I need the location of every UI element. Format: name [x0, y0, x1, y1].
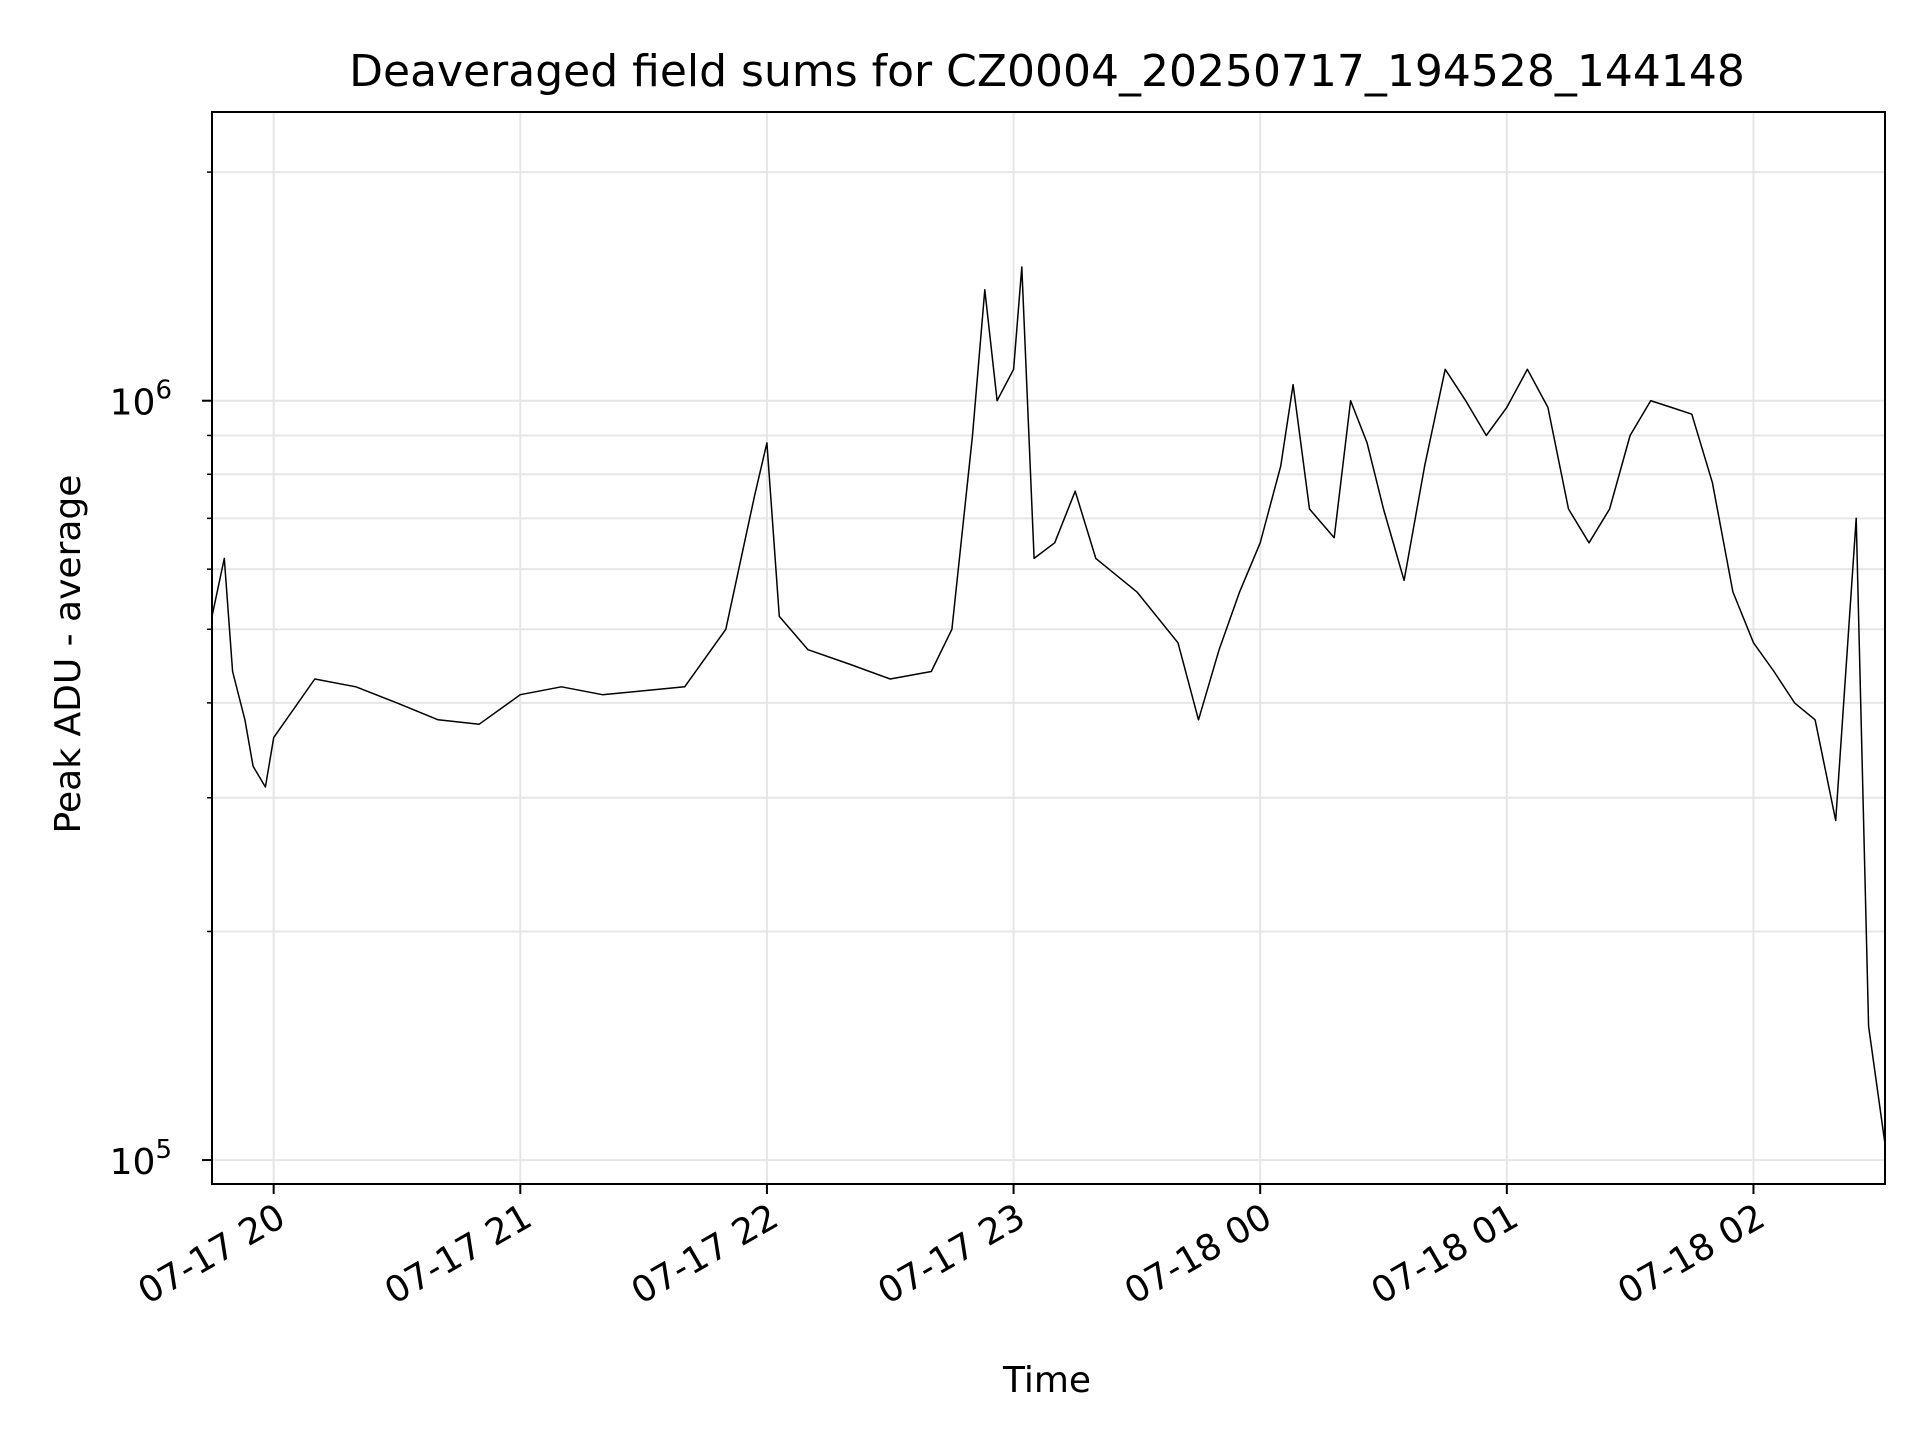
y-tick-label: 105: [110, 1135, 172, 1183]
plot-frame: [211, 111, 1886, 1185]
chart-title: Deaveraged field sums for CZ0004_2025071…: [349, 46, 1745, 97]
x-axis-label: Time: [1002, 1360, 1091, 1401]
y-axis-label: Peak ADU - average: [48, 475, 89, 834]
grid-lines: [212, 112, 1885, 1184]
series-layer: [211, 266, 1886, 1145]
series-line: [211, 266, 1886, 1145]
